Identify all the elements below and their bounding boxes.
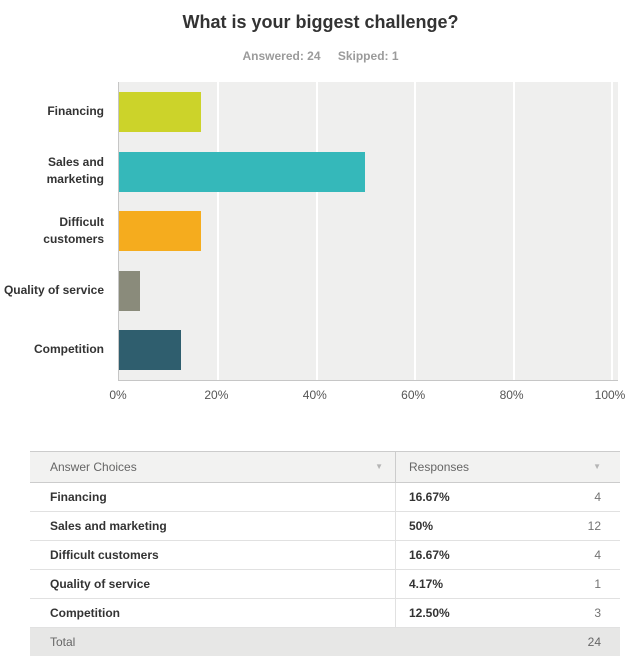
category-label: Difficult customers	[43, 214, 104, 246]
category-label: Sales and marketing	[46, 155, 104, 187]
chart-category-axis: Financing Sales and marketing Difficult …	[0, 82, 111, 380]
response-count: 3	[594, 606, 601, 620]
chart-band	[119, 142, 611, 202]
answer-choice-label: Sales and marketing	[50, 519, 167, 533]
column-header-answer-choices[interactable]: Answer Choices ▼	[30, 452, 395, 482]
answer-choice-label: Difficult customers	[50, 548, 159, 562]
answer-stats: Answered: 24 Skipped: 1	[0, 49, 641, 63]
x-tick-label: 20%	[204, 388, 229, 402]
sort-descending-icon[interactable]: ▼	[375, 462, 383, 471]
gridline	[611, 82, 613, 380]
gridline	[512, 82, 515, 380]
table-header-row: Answer Choices ▼ Responses ▼	[30, 451, 620, 483]
gridline	[217, 82, 220, 380]
response-percent: 12.50%	[409, 606, 450, 620]
category-label: Quality of service	[3, 282, 104, 297]
bar-chart-plot-area	[118, 82, 618, 381]
chart-band	[119, 320, 611, 380]
response-percent: 4.17%	[409, 577, 444, 591]
column-header-label: Answer Choices	[50, 460, 137, 474]
response-count: 4	[594, 490, 601, 504]
total-count: 24	[587, 635, 601, 649]
category-label: Financing	[47, 104, 104, 119]
category-label: Competition	[34, 342, 104, 357]
response-percent: 50%	[409, 519, 434, 533]
question-title: What is your biggest challenge?	[182, 12, 459, 32]
x-tick-label: 80%	[499, 388, 524, 402]
skipped-count: Skipped: 1	[337, 49, 399, 63]
answer-choice-label: Competition	[50, 606, 120, 620]
bar-financing	[119, 92, 202, 132]
x-tick-label: 60%	[401, 388, 426, 402]
sort-descending-icon[interactable]: ▼	[593, 462, 601, 471]
column-header-label: Responses	[409, 460, 470, 474]
table-row: Sales and marketing 50% 12	[30, 512, 620, 541]
bar-competition	[119, 330, 181, 371]
response-count: 1	[594, 577, 601, 591]
table-row: Difficult customers 16.67% 4	[30, 541, 620, 570]
bar-sales-and-marketing	[119, 151, 365, 192]
gridline	[414, 82, 417, 380]
response-percent: 16.67%	[409, 490, 450, 504]
gridline	[315, 82, 318, 380]
results-table: Answer Choices ▼ Responses ▼ Financing 1…	[30, 451, 620, 656]
answered-count: Answered: 24	[242, 49, 321, 63]
answer-choice-label: Quality of service	[50, 577, 151, 591]
column-header-responses[interactable]: Responses ▼	[395, 452, 620, 482]
chart-band	[119, 261, 611, 321]
bar-quality-of-service	[119, 270, 140, 311]
chart-band	[119, 201, 611, 261]
chart-band	[119, 82, 611, 142]
table-row: Quality of service 4.17% 1	[30, 570, 620, 599]
answer-choice-label: Financing	[50, 490, 107, 504]
x-tick-label: 40%	[302, 388, 327, 402]
table-total-row: Total 24	[30, 628, 620, 656]
x-tick-label: 100%	[594, 388, 626, 402]
total-label: Total	[50, 635, 76, 649]
chart-scale	[119, 82, 613, 380]
response-count: 4	[594, 548, 601, 562]
table-row: Competition 12.50% 3	[30, 599, 620, 628]
x-tick-label: 0%	[109, 388, 127, 402]
response-count: 12	[587, 519, 601, 533]
bar-difficult-customers	[119, 211, 202, 252]
table-row: Financing 16.67% 4	[30, 483, 620, 512]
response-percent: 16.67%	[409, 548, 450, 562]
chart-x-axis: 0% 20% 40% 60% 80% 100%	[109, 388, 625, 404]
